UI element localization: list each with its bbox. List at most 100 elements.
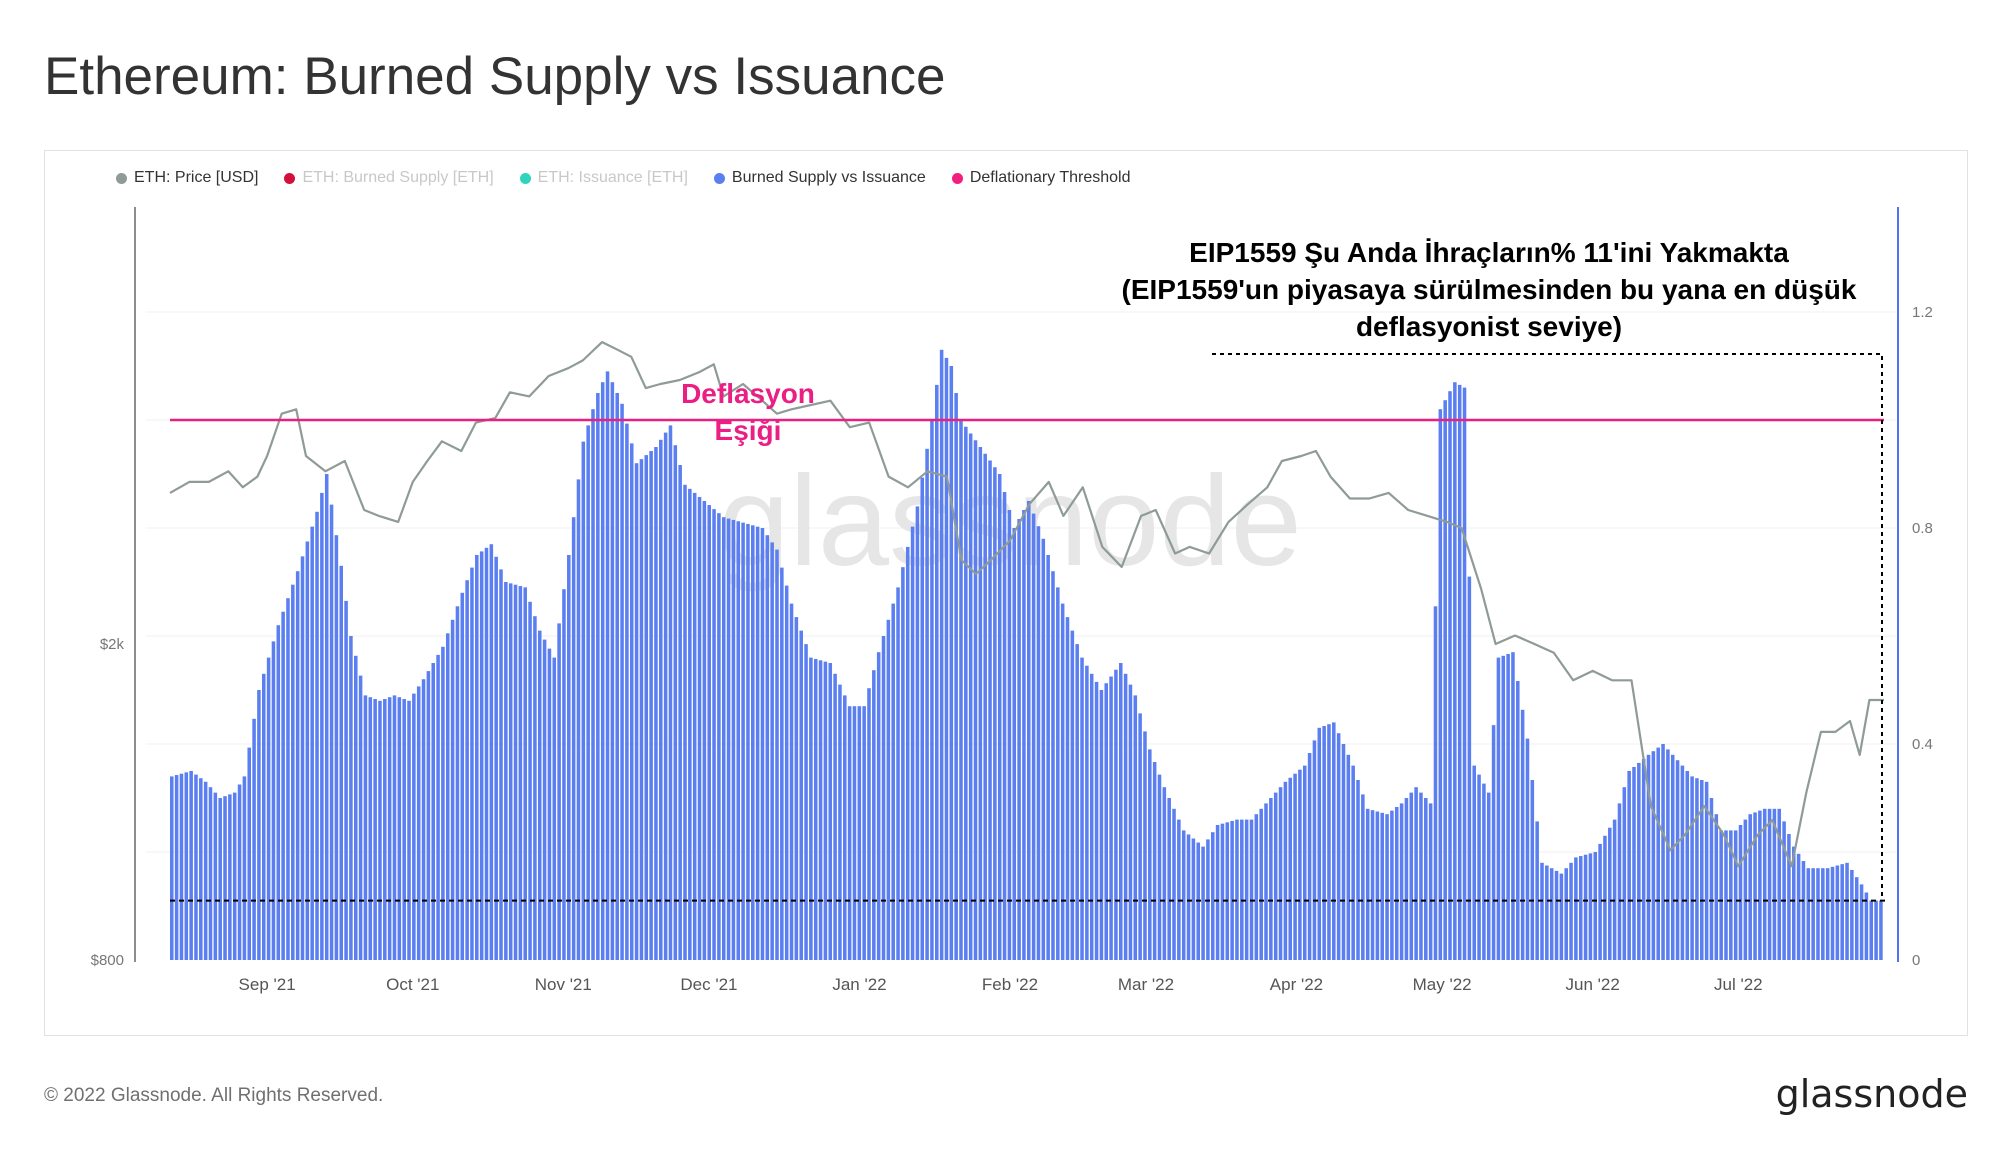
bar [436, 654, 440, 960]
bar [1516, 681, 1520, 960]
bar [1675, 760, 1680, 960]
legend-item[interactable]: ETH: Price [USD] [116, 169, 258, 187]
bar [1278, 787, 1283, 960]
bar [731, 519, 736, 960]
bar [1520, 709, 1525, 960]
bar [1036, 526, 1041, 960]
bar [765, 535, 770, 960]
bar [1733, 830, 1738, 960]
bar [1545, 865, 1549, 960]
bar [905, 546, 910, 960]
legend-item[interactable]: Burned Supply vs Issuance [713, 169, 926, 187]
bar [838, 684, 842, 960]
legend-item[interactable]: ETH: Issuance [ETH] [519, 169, 688, 187]
x-axis-tick-label: Nov '21 [535, 975, 592, 994]
x-axis-tick-label: Apr '22 [1270, 975, 1323, 994]
bar [315, 511, 319, 960]
bar [484, 547, 489, 960]
legend-item[interactable]: ETH: Burned Supply [ETH] [284, 169, 494, 187]
bar [1482, 783, 1486, 960]
bar [746, 523, 750, 960]
bar [1370, 810, 1375, 960]
bar [281, 611, 285, 960]
bar [1327, 724, 1331, 960]
bar [286, 598, 290, 960]
bar [813, 658, 818, 960]
bar [523, 587, 527, 960]
bar [1762, 808, 1767, 960]
bar [1651, 751, 1656, 960]
bar [1598, 843, 1602, 960]
bar [1700, 780, 1704, 960]
bar [1772, 808, 1777, 960]
legend-label: Burned Supply vs Issuance [731, 169, 926, 186]
callout-text: EIP1559 Şu Anda İhraçların% 11'ini Yakma… [1189, 237, 1789, 268]
bar [600, 382, 605, 960]
bar [1080, 657, 1084, 960]
bar [1477, 774, 1481, 960]
bar [683, 484, 687, 960]
bar [329, 504, 334, 960]
bar [1704, 781, 1709, 960]
bar [373, 699, 377, 960]
bar [1670, 754, 1675, 960]
bar [1089, 673, 1094, 960]
bar [1269, 798, 1273, 960]
bar [179, 773, 184, 960]
bar [1419, 792, 1423, 960]
bar [1724, 830, 1728, 960]
bar [1554, 870, 1559, 960]
bar [1854, 877, 1859, 960]
legend-label: ETH: Issuance [ETH] [537, 169, 688, 186]
bar [1012, 528, 1017, 960]
bar [513, 584, 518, 960]
bar [576, 479, 581, 960]
right-axis-tick-label: 0.4 [1912, 736, 1933, 753]
bar [1361, 794, 1365, 960]
bar [605, 371, 610, 960]
bar [625, 423, 629, 961]
right-axis-tick-label: 0 [1912, 952, 1920, 969]
bar [363, 695, 368, 960]
bar [1758, 810, 1762, 960]
bar [271, 641, 276, 960]
bar [930, 420, 934, 960]
x-axis-tick-label: Jun '22 [1566, 975, 1620, 994]
bar [1574, 857, 1578, 960]
bar [726, 518, 731, 960]
bar [1825, 868, 1830, 960]
bar [1496, 657, 1501, 960]
copyright-text: © 2022 Glassnode. All Rights Reserved. [44, 1085, 384, 1106]
bar [1351, 765, 1355, 960]
bar [1637, 762, 1641, 960]
bar [441, 646, 445, 960]
bar [1186, 834, 1191, 960]
bar [1656, 747, 1660, 960]
bar [368, 697, 373, 960]
bar [1428, 803, 1433, 960]
bar [1293, 773, 1297, 960]
bar [1365, 808, 1370, 960]
bar [944, 357, 949, 960]
bar [760, 528, 765, 960]
bar [1632, 766, 1636, 960]
bar [1661, 744, 1665, 960]
bar [852, 706, 857, 960]
bar [770, 542, 774, 960]
bar [455, 606, 460, 960]
bar [688, 488, 692, 960]
bar [1162, 787, 1167, 960]
bar [1346, 754, 1351, 960]
bar [1753, 812, 1757, 960]
bar [1031, 513, 1036, 960]
bar [1375, 811, 1380, 960]
x-axis-tick-label: Feb '22 [982, 975, 1038, 994]
bar [1850, 870, 1854, 960]
bar [1060, 603, 1065, 960]
x-axis-tick-label: Sep '21 [239, 975, 296, 994]
bar [334, 535, 339, 960]
bar [1646, 754, 1651, 960]
legend-item[interactable]: Deflationary Threshold [951, 169, 1131, 187]
bar [1230, 820, 1234, 960]
